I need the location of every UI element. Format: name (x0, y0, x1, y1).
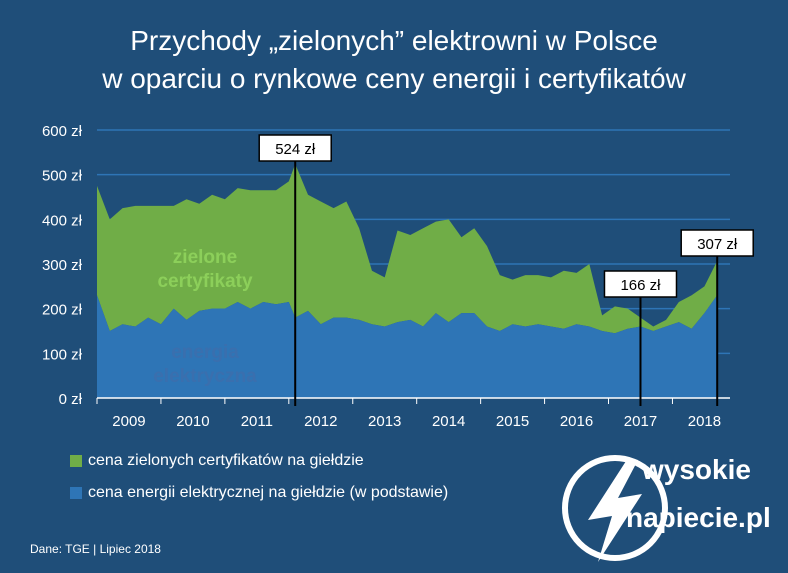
x-tick-label: 2017 (624, 413, 657, 430)
logo-word-2: napiecie.pl (626, 502, 771, 533)
y-tick-label: 600 zł (42, 123, 83, 140)
series-area-certificates (97, 163, 718, 334)
logo-word-1: wysokie (642, 454, 751, 485)
y-tick-label: 200 zł (42, 302, 83, 319)
y-tick-label: 300 zł (42, 257, 83, 274)
y-tick-label: 100 zł (42, 346, 83, 363)
title-line-2: w oparciu o rynkowe ceny energii i certy… (102, 63, 686, 94)
legend-label-blue: cena energii elektrycznej na giełdzie (w… (88, 484, 449, 501)
annotation-label: 524 zł (275, 141, 316, 158)
inner-label-blue-1: energia (171, 342, 239, 363)
inner-label-green-2: certyfikaty (157, 271, 252, 292)
series-area-energy (97, 295, 718, 398)
title-line-1: Przychody „zielonych” elektrowni w Polsc… (130, 25, 658, 56)
annotation-box (603, 270, 678, 298)
legend-item-green: cena zielonych certyfikatów na giełdzie (70, 452, 364, 470)
legend-item-blue: cena energii elektrycznej na giełdzie (w… (70, 484, 448, 502)
x-tick-label: 2010 (176, 413, 209, 430)
lightning-logo-icon (562, 455, 668, 562)
annotation-label: 307 zł (697, 236, 738, 253)
y-tick-label: 0 zł (59, 391, 83, 408)
brand-logo: wysokie napiecie.pl (560, 450, 780, 565)
legend-label-green: cena zielonych certyfikatów na giełdzie (88, 452, 364, 469)
inner-label-green-1: zielone (173, 247, 237, 268)
x-tick-label: 2018 (688, 413, 721, 430)
x-tick-label: 2016 (560, 413, 593, 430)
legend-swatch-blue (70, 487, 82, 499)
y-tick-label: 400 zł (42, 212, 83, 229)
y-tick-label: 500 zł (42, 168, 83, 185)
annotation-box (258, 134, 332, 162)
source-note: Dane: TGE | Lipiec 2018 (30, 542, 161, 556)
x-tick-label: 2013 (368, 413, 401, 430)
inner-label-blue-2: elektryczna (153, 366, 257, 387)
x-tick-label: 2009 (112, 413, 145, 430)
x-tick-label: 2011 (241, 413, 273, 430)
chart-title: Przychody „zielonych” elektrowni w Polsc… (0, 22, 788, 98)
x-tick-label: 2015 (496, 413, 529, 430)
legend-swatch-green (70, 455, 82, 467)
x-tick-label: 2014 (432, 413, 465, 430)
x-tick-label: 2012 (304, 413, 337, 430)
annotation-label: 166 zł (620, 277, 661, 294)
annotation-box (680, 229, 754, 257)
